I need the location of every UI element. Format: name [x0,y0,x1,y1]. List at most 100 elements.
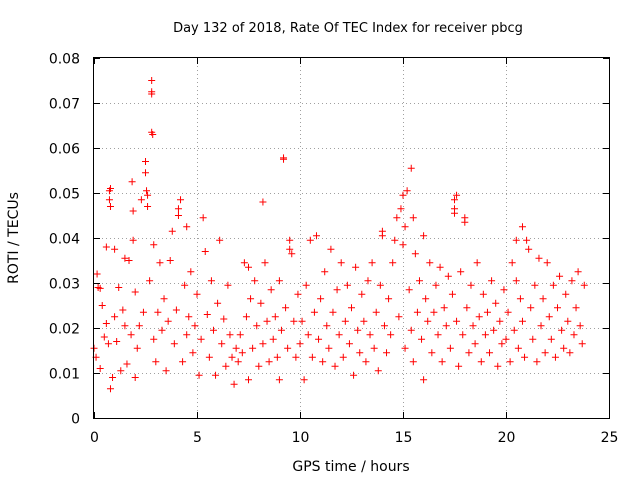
data-point [148,90,156,98]
axis-ticks [94,58,610,419]
data-point [154,308,162,316]
data-point [317,295,325,303]
data-point [259,198,267,206]
y-tick-label: 0.03 [49,277,80,293]
data-point [477,358,485,366]
data-point [387,331,395,339]
data-point [409,358,417,366]
data-point [160,295,168,303]
data-point [245,376,252,384]
data-point [177,196,185,204]
data-point [438,358,446,366]
y-tick-label: 0.08 [49,52,80,68]
data-point [319,358,327,366]
data-point [401,344,409,352]
data-point [106,185,114,192]
data-point [494,362,502,370]
data-point [444,272,452,280]
data-point [409,214,417,222]
data-point [516,295,524,303]
data-point [113,338,121,345]
grid-lines [94,58,609,418]
data-point [568,277,576,285]
data-point [255,362,263,370]
data-point [378,232,386,240]
data-point [564,317,572,325]
data-point [327,245,335,253]
data-point [148,77,156,84]
data-point [448,290,456,298]
data-point [312,232,320,240]
data-point [461,218,469,226]
data-point [413,308,421,316]
data-point [199,214,207,222]
data-point [253,322,261,330]
data-point [543,259,551,267]
data-point [230,380,238,388]
data-point [496,317,504,325]
data-point [263,317,271,325]
data-point [339,353,347,361]
data-point [508,259,516,267]
data-point [195,371,203,379]
data-point [238,349,246,357]
data-point [218,340,226,348]
data-point [341,317,349,325]
data-point [106,203,114,210]
data-point [93,270,101,278]
data-point [434,331,442,339]
data-point [302,281,310,289]
data-point [574,268,582,276]
data-point [556,272,564,280]
data-point [453,191,461,199]
data-point [345,340,353,348]
data-point [529,335,537,343]
data-point [240,259,248,267]
data-point [541,349,549,357]
y-tick-label: 0.01 [49,367,80,383]
data-point [393,214,401,222]
data-point [115,284,123,291]
data-point [304,331,312,339]
data-point [473,259,481,267]
data-point [453,317,461,325]
data-point [399,241,407,249]
data-point [298,317,306,325]
data-point [331,362,339,370]
data-point [463,304,471,312]
data-point [280,155,288,163]
data-point [356,349,364,357]
data-point [308,353,316,361]
data-point [370,344,378,352]
data-point [139,308,147,316]
data-point [269,335,277,343]
x-tick-label: 0 [90,430,99,446]
data-point [129,207,137,215]
data-point [364,277,372,285]
data-point [98,302,106,309]
data-point [146,277,154,285]
y-tick-label: 0 [71,412,80,428]
data-point [397,205,405,213]
data-point [481,331,489,339]
data-point [343,281,351,289]
data-point [96,284,104,292]
data-point [207,277,215,285]
data-point [385,295,393,303]
data-point [135,322,143,330]
data-point [168,227,176,235]
data-point [150,335,158,343]
y-tick-label: 0.06 [49,142,80,158]
data-point [576,322,584,330]
data-point [104,340,112,348]
data-point [358,290,366,298]
y-tick-label: 0.05 [49,187,80,203]
x-tick-label: 5 [193,430,202,446]
data-point [121,322,129,330]
data-point [440,304,448,312]
data-point [469,322,477,330]
data-point [415,277,423,285]
data-point [197,335,205,343]
data-point [142,158,149,165]
data-point [488,277,496,285]
